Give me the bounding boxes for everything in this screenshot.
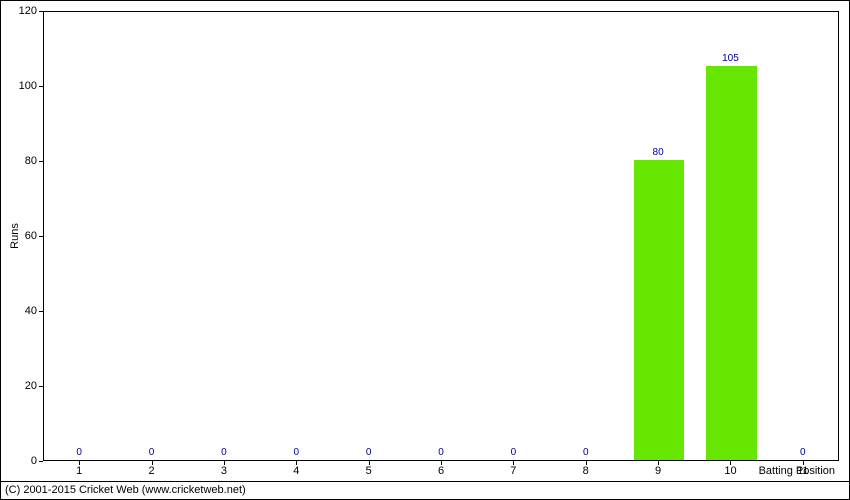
bar-value-label: 0 bbox=[438, 447, 444, 458]
bar-value-label: 0 bbox=[149, 447, 155, 458]
xtick-mark bbox=[224, 461, 225, 465]
bar-value-label: 0 bbox=[76, 447, 82, 458]
xtick-mark bbox=[658, 461, 659, 465]
xtick-mark bbox=[152, 461, 153, 465]
ytick-mark bbox=[39, 86, 43, 87]
plot-area bbox=[43, 11, 839, 461]
ytick-label: 0 bbox=[31, 455, 37, 467]
xtick-mark bbox=[441, 461, 442, 465]
ytick-label: 120 bbox=[19, 5, 37, 17]
xtick-label: 7 bbox=[510, 465, 516, 477]
bar-value-label: 0 bbox=[800, 447, 806, 458]
copyright-footer: (C) 2001-2015 Cricket Web (www.cricketwe… bbox=[1, 481, 849, 499]
ytick-mark bbox=[39, 161, 43, 162]
ytick-label: 40 bbox=[25, 305, 37, 317]
ytick-mark bbox=[39, 11, 43, 12]
ytick-label: 60 bbox=[25, 230, 37, 242]
xtick-label: 3 bbox=[221, 465, 227, 477]
xtick-label: 10 bbox=[724, 465, 736, 477]
xtick-label: 2 bbox=[148, 465, 154, 477]
bar-value-label: 105 bbox=[722, 53, 739, 64]
xtick-label: 5 bbox=[366, 465, 372, 477]
ytick-label: 80 bbox=[25, 155, 37, 167]
bar bbox=[634, 160, 685, 460]
bar-value-label: 0 bbox=[511, 447, 517, 458]
ytick-label: 100 bbox=[19, 80, 37, 92]
bar-value-label: 80 bbox=[653, 147, 664, 158]
xtick-label: 9 bbox=[655, 465, 661, 477]
xtick-mark bbox=[79, 461, 80, 465]
ytick-mark bbox=[39, 461, 43, 462]
bar bbox=[706, 66, 757, 460]
xtick-label: 6 bbox=[438, 465, 444, 477]
xtick-label: 1 bbox=[76, 465, 82, 477]
xtick-mark bbox=[586, 461, 587, 465]
bar-value-label: 0 bbox=[366, 447, 372, 458]
bar-value-label: 0 bbox=[293, 447, 299, 458]
ytick-label: 20 bbox=[25, 380, 37, 392]
xtick-label: 8 bbox=[583, 465, 589, 477]
xtick-mark bbox=[296, 461, 297, 465]
ytick-mark bbox=[39, 236, 43, 237]
ytick-mark bbox=[39, 311, 43, 312]
ytick-mark bbox=[39, 386, 43, 387]
bar-value-label: 0 bbox=[583, 447, 589, 458]
bar-value-label: 0 bbox=[221, 447, 227, 458]
xtick-label: 11 bbox=[797, 465, 808, 477]
xtick-mark bbox=[369, 461, 370, 465]
xtick-mark bbox=[730, 461, 731, 465]
xtick-label: 4 bbox=[293, 465, 299, 477]
chart-container: Runs Batting Position (C) 2001-2015 Cric… bbox=[0, 0, 850, 500]
xtick-mark bbox=[513, 461, 514, 465]
y-axis-label: Runs bbox=[9, 223, 21, 249]
xtick-mark bbox=[803, 461, 804, 465]
